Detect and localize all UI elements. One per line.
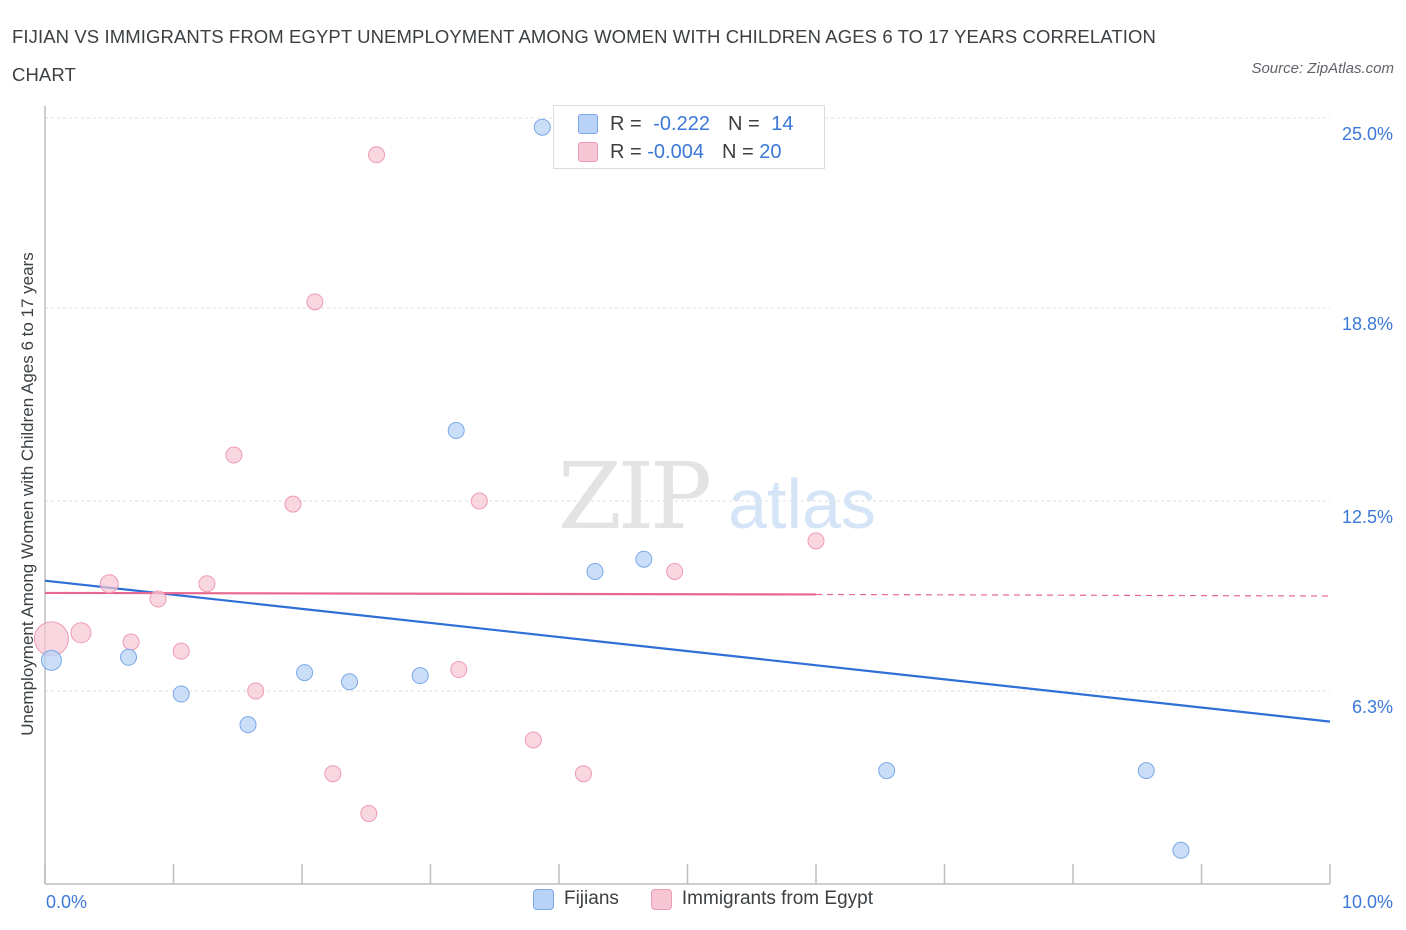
egypt-point	[306, 293, 324, 311]
egypt-n-value: 20	[759, 140, 782, 163]
legend-row-fijians: R = -0.222 N = 14	[578, 110, 793, 138]
egypt-point	[470, 492, 488, 510]
legend-item-fijians[interactable]: Fijians	[532, 888, 619, 910]
egypt-point	[247, 682, 265, 700]
gridlines	[45, 117, 1330, 692]
egypt-point	[198, 575, 216, 593]
egypt-point	[99, 574, 119, 594]
series-legend: Fijians Immigrants from Egypt	[0, 888, 1406, 910]
y-tick-label: 12.5%	[1342, 507, 1393, 527]
y-tick-label: 25.0%	[1342, 124, 1393, 144]
fijians-point	[1137, 762, 1155, 780]
fijians-r-value: -0.222	[653, 112, 710, 135]
egypt-n-label: N =	[721, 140, 760, 163]
points	[33, 118, 1190, 859]
egypt-r-label: R =	[610, 140, 648, 163]
axes	[44, 106, 1331, 885]
egypt-point	[666, 562, 684, 580]
egypt-swatch	[578, 142, 598, 162]
egypt-point	[70, 622, 92, 644]
fijians-point	[635, 550, 653, 568]
fijians-legend-label: Fijians	[563, 888, 619, 909]
fijians-swatch	[578, 114, 598, 134]
fijians-n-label: N =	[727, 112, 766, 135]
y-axis-label: Unemployment Among Women with Children A…	[18, 252, 37, 736]
correlation-legend: R = -0.222 N = 14 R = -0.004 N = 20	[553, 105, 825, 169]
x-tick-label-max: 10.0%	[1342, 892, 1393, 912]
x-tick-label-min: 0.0%	[46, 892, 87, 912]
egypt-point	[172, 642, 190, 660]
chart-title: FIJIAN VS IMMIGRANTS FROM EGYPT UNEMPLOY…	[12, 26, 1156, 85]
fijians-point	[447, 422, 465, 440]
fijians-n-value: 14	[771, 112, 794, 135]
fijians-point	[296, 664, 314, 682]
legend-row-egypt: R = -0.004 N = 20	[578, 138, 781, 166]
egypt-legend-label: Immigrants from Egypt	[681, 888, 873, 909]
watermark-zip: ZIP	[558, 443, 709, 550]
egypt-legend-swatch	[650, 888, 672, 910]
egypt-point	[368, 146, 386, 164]
egypt-point	[225, 446, 243, 464]
y-tick-label: 6.3%	[1352, 697, 1393, 717]
egypt-trend-line-extension	[815, 593, 1331, 597]
fijians-point	[120, 648, 138, 666]
source-label: Source: ZipAtlas.com	[1251, 60, 1394, 77]
fijians-point	[172, 685, 190, 703]
fijians-r-label: R =	[610, 112, 648, 135]
egypt-point	[574, 765, 592, 783]
watermark-atlas: atlas	[728, 465, 876, 543]
y-tick-label: 18.8%	[1342, 314, 1393, 334]
fijians-point	[586, 562, 604, 580]
fijians-point	[411, 667, 429, 685]
fijians-point	[533, 118, 551, 136]
fijians-point	[40, 649, 62, 671]
egypt-point	[807, 532, 825, 550]
watermark: ZIP atlas	[558, 443, 876, 550]
egypt-point	[324, 765, 342, 783]
fijians-point	[878, 762, 896, 780]
tick-labels: 6.3% 12.5% 18.8% 25.0% 0.0% 10.0%	[46, 124, 1393, 912]
fijians-point	[239, 716, 257, 734]
legend-item-egypt[interactable]: Immigrants from Egypt	[650, 888, 873, 910]
fijians-trend-line	[44, 579, 1331, 723]
egypt-trend-line	[44, 591, 817, 596]
egypt-point	[360, 805, 378, 823]
egypt-point	[122, 633, 140, 651]
egypt-r-value: -0.004	[647, 140, 704, 163]
egypt-point	[284, 495, 302, 513]
fijians-legend-swatch	[532, 888, 554, 910]
egypt-point	[149, 590, 167, 608]
trend-lines	[44, 579, 1331, 723]
egypt-point	[524, 731, 542, 749]
fijians-point	[1172, 841, 1190, 859]
egypt-point	[450, 661, 468, 679]
fijians-point	[341, 673, 359, 691]
